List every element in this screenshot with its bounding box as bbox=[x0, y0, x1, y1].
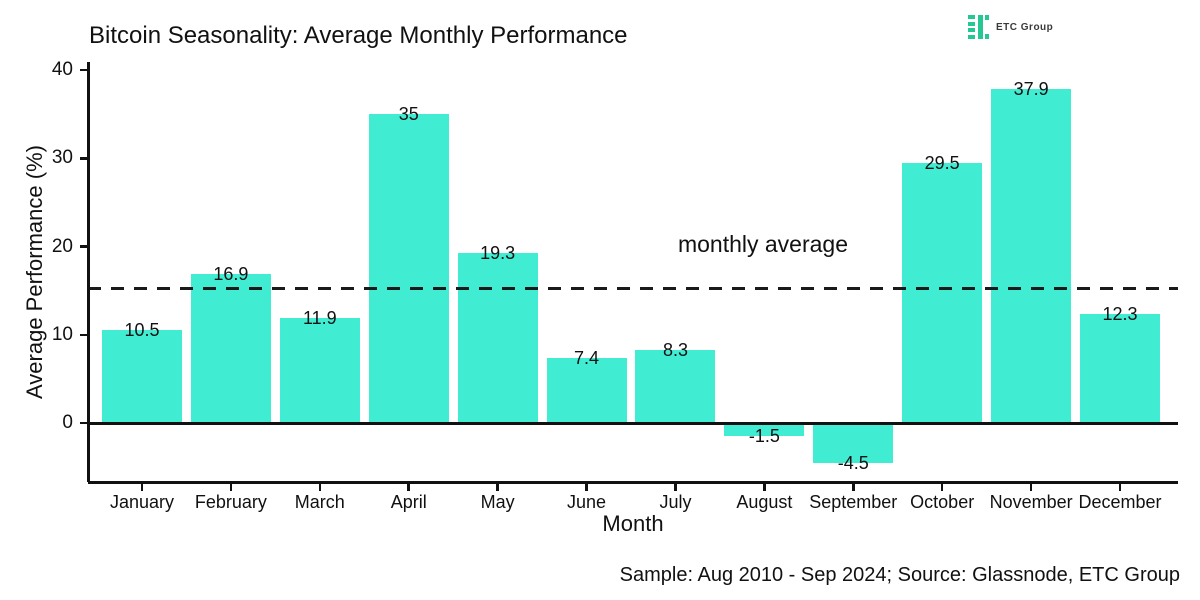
x-axis-tick-label: August bbox=[736, 492, 793, 512]
x-axis-tick bbox=[585, 483, 588, 491]
x-axis-tick bbox=[852, 483, 855, 491]
x-axis-tick-label: October bbox=[910, 492, 975, 512]
x-axis-tick bbox=[407, 483, 410, 491]
reference-line-label: monthly average bbox=[677, 231, 849, 257]
y-axis-tick bbox=[79, 68, 87, 72]
x-axis-tick-label: September bbox=[809, 492, 898, 512]
bar-june bbox=[546, 357, 627, 423]
y-axis-tick bbox=[79, 157, 87, 160]
bar-value-label: -1.5 bbox=[748, 426, 780, 447]
x-axis-line bbox=[88, 480, 1178, 484]
x-axis-tick-label: June bbox=[567, 492, 607, 512]
x-axis-title: Month bbox=[602, 511, 664, 536]
x-axis-tick-label: November bbox=[989, 492, 1073, 512]
bar-april bbox=[368, 114, 449, 423]
bar-september bbox=[813, 423, 894, 463]
x-axis-tick-label: April bbox=[390, 492, 427, 512]
x-axis-tick-label: May bbox=[480, 492, 515, 512]
bar-february bbox=[190, 273, 271, 423]
x-axis-tick bbox=[940, 483, 944, 491]
bar-value-label: -4.5 bbox=[837, 452, 869, 473]
bar-value-label: 29.5 bbox=[924, 152, 960, 173]
x-axis-tick-label: March bbox=[294, 492, 345, 512]
x-axis-tick bbox=[1029, 483, 1033, 491]
y-axis-tick bbox=[79, 245, 87, 248]
etc-group-logo: ETC Group bbox=[968, 15, 1053, 39]
x-axis-tick-label: December bbox=[1078, 492, 1162, 512]
source-caption: Sample: Aug 2010 - Sep 2024; Source: Gla… bbox=[619, 564, 1180, 586]
bar-value-label: 16.9 bbox=[213, 263, 249, 284]
x-axis-tick bbox=[318, 483, 322, 491]
x-axis-tick-label: July bbox=[659, 492, 692, 512]
bar-january bbox=[102, 330, 182, 423]
bar-value-label: 37.9 bbox=[1013, 78, 1049, 99]
bar-value-label: 35 bbox=[398, 104, 419, 125]
x-axis-tick-label: February bbox=[194, 492, 267, 512]
y-axis-tick-label: 10 bbox=[51, 323, 73, 345]
bar-value-label: 19.3 bbox=[480, 242, 516, 263]
chart-title: Bitcoin Seasonality: Average Monthly Per… bbox=[89, 22, 628, 49]
monthly-average-line bbox=[88, 286, 1178, 290]
etc-group-logo-text: ETC Group bbox=[996, 21, 1054, 33]
x-axis-tick bbox=[140, 483, 144, 491]
x-axis-tick bbox=[674, 483, 677, 491]
y-axis-tick-label: 0 bbox=[62, 412, 73, 433]
x-axis-tick bbox=[763, 483, 766, 491]
x-axis-tick bbox=[496, 483, 499, 491]
y-axis-tick-label: 20 bbox=[51, 235, 73, 257]
y-axis-tick bbox=[79, 421, 87, 425]
bar-july bbox=[635, 349, 716, 423]
y-axis-tick-label: 40 bbox=[51, 59, 73, 80]
x-axis-tick-label: January bbox=[109, 492, 175, 512]
bar-value-label: 12.3 bbox=[1102, 304, 1138, 325]
bar-october bbox=[902, 162, 983, 423]
x-axis-tick bbox=[229, 483, 233, 491]
bar-may bbox=[457, 252, 538, 423]
bar-november bbox=[991, 88, 1072, 423]
bar-march bbox=[279, 317, 360, 423]
bar-value-label: 7.4 bbox=[574, 347, 600, 368]
bar-value-label: 8.3 bbox=[662, 339, 688, 360]
bar-value-label: 10.5 bbox=[124, 320, 160, 341]
bar-august bbox=[724, 423, 805, 437]
y-axis-line bbox=[86, 62, 90, 482]
y-axis-tick-label: 30 bbox=[51, 147, 73, 169]
bar-value-label: 11.9 bbox=[302, 307, 337, 328]
y-axis-tick bbox=[79, 333, 87, 336]
x-axis-tick bbox=[1118, 483, 1122, 491]
bar-december bbox=[1080, 314, 1160, 423]
zero-line bbox=[88, 421, 1178, 425]
etc-group-logo-icon bbox=[968, 15, 989, 39]
